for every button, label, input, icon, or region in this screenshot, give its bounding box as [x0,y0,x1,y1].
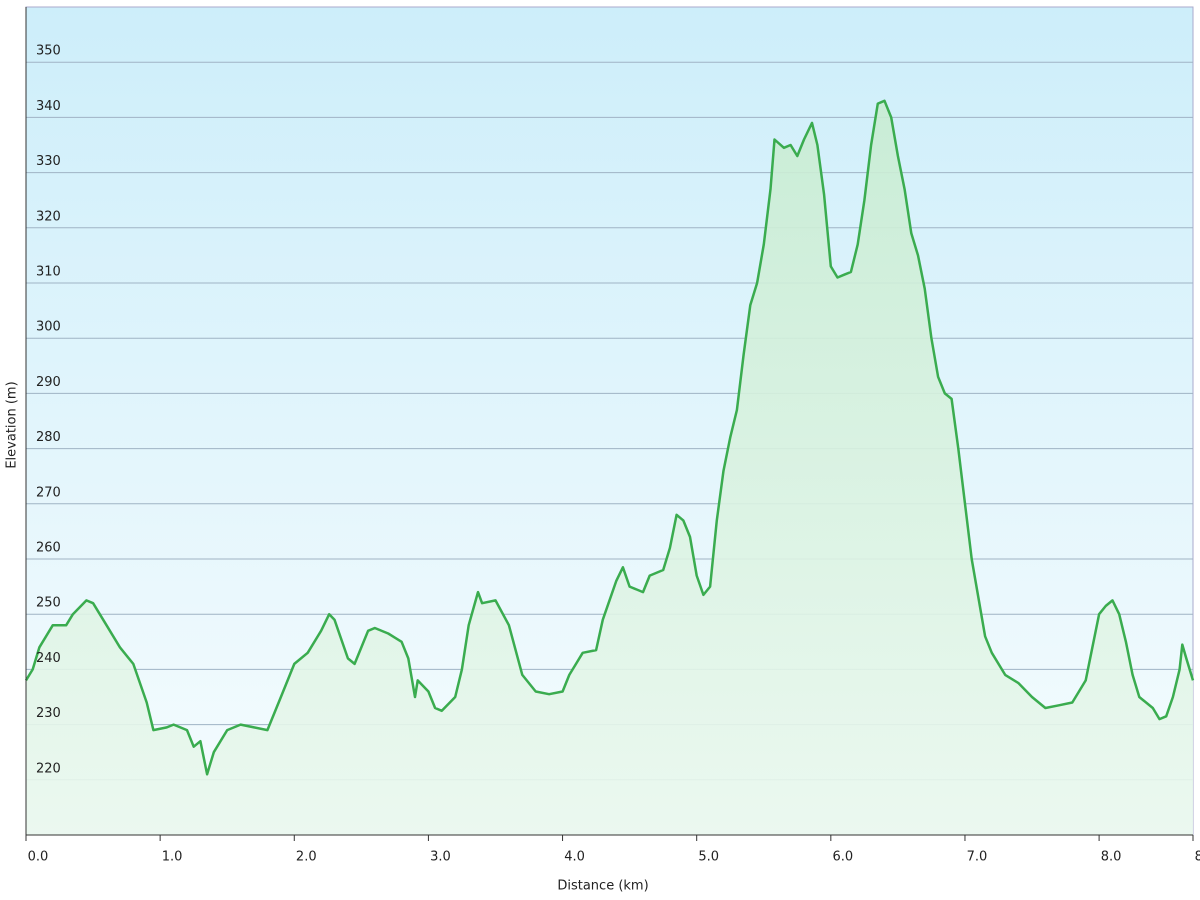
y-tick-label: 240 [36,651,61,666]
y-tick-label: 350 [36,44,61,59]
y-tick-label: 270 [36,485,61,500]
x-tick-label: 8.0 [1101,850,1122,865]
x-axis-label: Distance (km) [557,879,648,894]
elevation-line [24,99,1195,776]
y-tick-label: 230 [36,706,61,721]
x-tick-label: 4.0 [564,850,585,865]
y-tick-label: 250 [36,596,61,611]
x-tick-label: 6.0 [832,850,853,865]
x-tick-label: 1.0 [162,850,183,865]
y-tick-label: 280 [36,430,61,445]
x-tick-label: 8.7 [1195,850,1200,865]
x-tick-label: 3.0 [430,850,451,865]
x-tick-label: 0.0 [28,850,49,865]
x-tick-label: 5.0 [698,850,719,865]
y-axis-label: Elevation (m) [5,381,20,468]
y-tick-label: 220 [36,761,61,776]
y-tick-label: 300 [36,320,61,335]
area-fill [26,100,1193,836]
y-tick-label: 290 [36,375,61,390]
y-tick-label: 340 [36,99,61,114]
y-tick-label: 320 [36,209,61,224]
x-tick-label: 2.0 [296,850,317,865]
y-tick-label: 260 [36,541,61,556]
y-tick-label: 330 [36,154,61,169]
x-tick-label: 7.0 [967,850,988,865]
y-tick-label: 310 [36,265,61,280]
